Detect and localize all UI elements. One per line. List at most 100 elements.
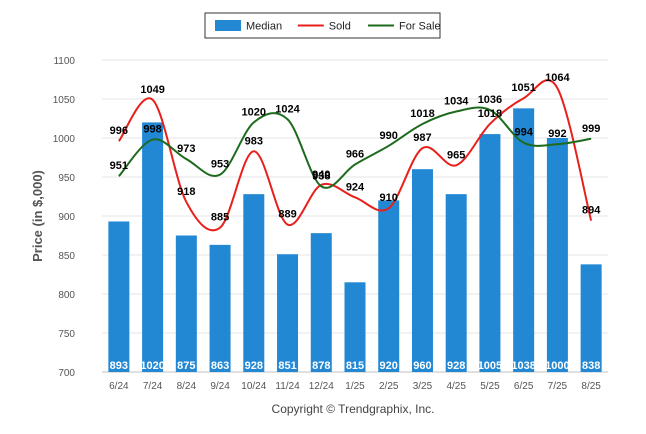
line-value-label: 1018 <box>478 108 502 120</box>
y-axis-title: Price (in $,000) <box>30 170 45 262</box>
bar <box>209 244 231 372</box>
line-value-label: 983 <box>245 135 263 147</box>
line-value-label: 1051 <box>511 82 535 94</box>
bar-value-label: 960 <box>413 360 431 372</box>
sold-line <box>118 79 593 232</box>
bar <box>580 264 602 372</box>
line-value-label: 1034 <box>444 95 469 107</box>
line-value-label: 1018 <box>410 108 434 120</box>
y-tick-label: 800 <box>58 290 75 301</box>
bar-value-label: 920 <box>380 360 398 372</box>
bar <box>277 254 299 372</box>
y-tick-label: 1100 <box>53 56 75 67</box>
x-tick-label: 5/25 <box>480 381 500 392</box>
bar-value-labels: 893 1020 875 863 928 851 878 815 920 960 928 1005 10… <box>110 360 601 372</box>
y-tick-label: 900 <box>58 212 75 223</box>
y-tick-label: 950 <box>58 173 75 184</box>
line-value-label: 953 <box>211 159 229 171</box>
bar-value-label: 928 <box>447 360 465 372</box>
line-value-label: 998 <box>143 124 161 136</box>
for-sale-line <box>118 106 592 189</box>
line-value-label: 889 <box>278 209 296 221</box>
x-tick-label: 7/25 <box>548 381 568 392</box>
bar-value-label: 1038 <box>511 360 535 372</box>
line-value-label: 1064 <box>545 72 570 84</box>
bar-value-label: 878 <box>312 360 330 372</box>
line-value-label: 885 <box>211 212 229 224</box>
line-value-label: 1020 <box>242 106 266 118</box>
line-value-label: 924 <box>346 181 365 193</box>
bar <box>175 235 197 372</box>
x-tick-label: 12/24 <box>309 381 334 392</box>
x-tick-label: 7/24 <box>143 381 163 392</box>
legend-entry-label: Median <box>246 21 282 33</box>
line-value-label: 966 <box>346 149 364 161</box>
bar-value-label: 928 <box>245 360 263 372</box>
bar <box>310 233 332 372</box>
bar <box>243 194 265 372</box>
line-value-label: 992 <box>548 128 566 140</box>
bar-value-label: 863 <box>211 360 229 372</box>
line-value-label: 994 <box>514 127 533 139</box>
x-tick-label: 6/25 <box>514 381 534 392</box>
line-value-label: 940 <box>312 169 330 181</box>
bar-value-label: 851 <box>278 360 296 372</box>
y-tick-label: 700 <box>58 368 75 379</box>
bar-value-label: 815 <box>346 360 364 372</box>
bar-value-label: 1000 <box>545 360 569 372</box>
y-tick-label: 850 <box>58 251 75 262</box>
y-tick-label: 1000 <box>53 134 76 145</box>
y-tick-label: 1050 <box>53 95 76 106</box>
legend-entry-label: Sold <box>329 21 351 33</box>
line-value-label: 987 <box>413 132 431 144</box>
line-value-label: 1024 <box>275 103 300 115</box>
bar <box>546 138 568 372</box>
bar <box>513 108 535 373</box>
line-value-label: 996 <box>110 125 128 137</box>
bar-value-label: 1005 <box>478 360 502 372</box>
line-value-label: 951 <box>110 160 128 172</box>
line-value-label: 910 <box>380 192 398 204</box>
line-value-label: 918 <box>177 186 195 198</box>
line-value-label: 1036 <box>478 94 502 106</box>
x-tick-label: 9/24 <box>210 381 230 392</box>
x-tick-label: 10/24 <box>241 381 266 392</box>
median-bars <box>108 108 602 373</box>
x-axis-ticks: 6/24 7/24 8/24 9/24 10/24 11/24 12/24 1/25 2/25 3… <box>109 381 601 392</box>
x-tick-label: 8/25 <box>581 381 601 392</box>
line-value-label: 965 <box>447 149 465 161</box>
x-tick-label: 4/25 <box>446 381 466 392</box>
bar <box>411 169 433 372</box>
line-value-label: 999 <box>582 123 600 135</box>
bar-value-label: 838 <box>582 360 600 372</box>
x-tick-label: 8/24 <box>177 381 197 392</box>
x-tick-label: 11/24 <box>275 381 300 392</box>
bar <box>142 122 164 373</box>
line-value-label: 990 <box>380 130 398 142</box>
x-tick-label: 3/25 <box>413 381 433 392</box>
line-value-label: 938 <box>312 170 330 182</box>
bar <box>445 194 467 372</box>
y-axis-ticks: 700 750 800 850 900 950 1000 1050 1100 <box>53 56 76 379</box>
bar <box>378 200 400 372</box>
line-value-labels: 996 1049 918 885 983 889 940 924 910 987 965 1018 10… <box>110 72 602 224</box>
bar <box>108 221 130 372</box>
line-value-label: 894 <box>582 205 601 217</box>
copyright-credit: Copyright © Trendgraphix, Inc. <box>272 402 435 416</box>
bar-value-label: 875 <box>177 360 195 372</box>
legend-entry-label: For Sale <box>399 21 441 33</box>
legend-swatch-median <box>215 20 241 31</box>
x-tick-label: 6/24 <box>109 381 129 392</box>
bar <box>344 282 366 372</box>
line-value-label: 1049 <box>140 84 164 96</box>
bar <box>479 134 501 372</box>
bar-value-label: 893 <box>110 360 128 372</box>
legend: Median Sold For Sale <box>204 12 441 39</box>
y-tick-label: 750 <box>58 329 75 340</box>
bar-value-label: 1020 <box>140 360 164 372</box>
trend-lines <box>118 79 593 232</box>
x-tick-label: 2/25 <box>379 381 399 392</box>
line-value-label: 973 <box>177 143 195 155</box>
x-tick-label: 1/25 <box>345 381 365 392</box>
